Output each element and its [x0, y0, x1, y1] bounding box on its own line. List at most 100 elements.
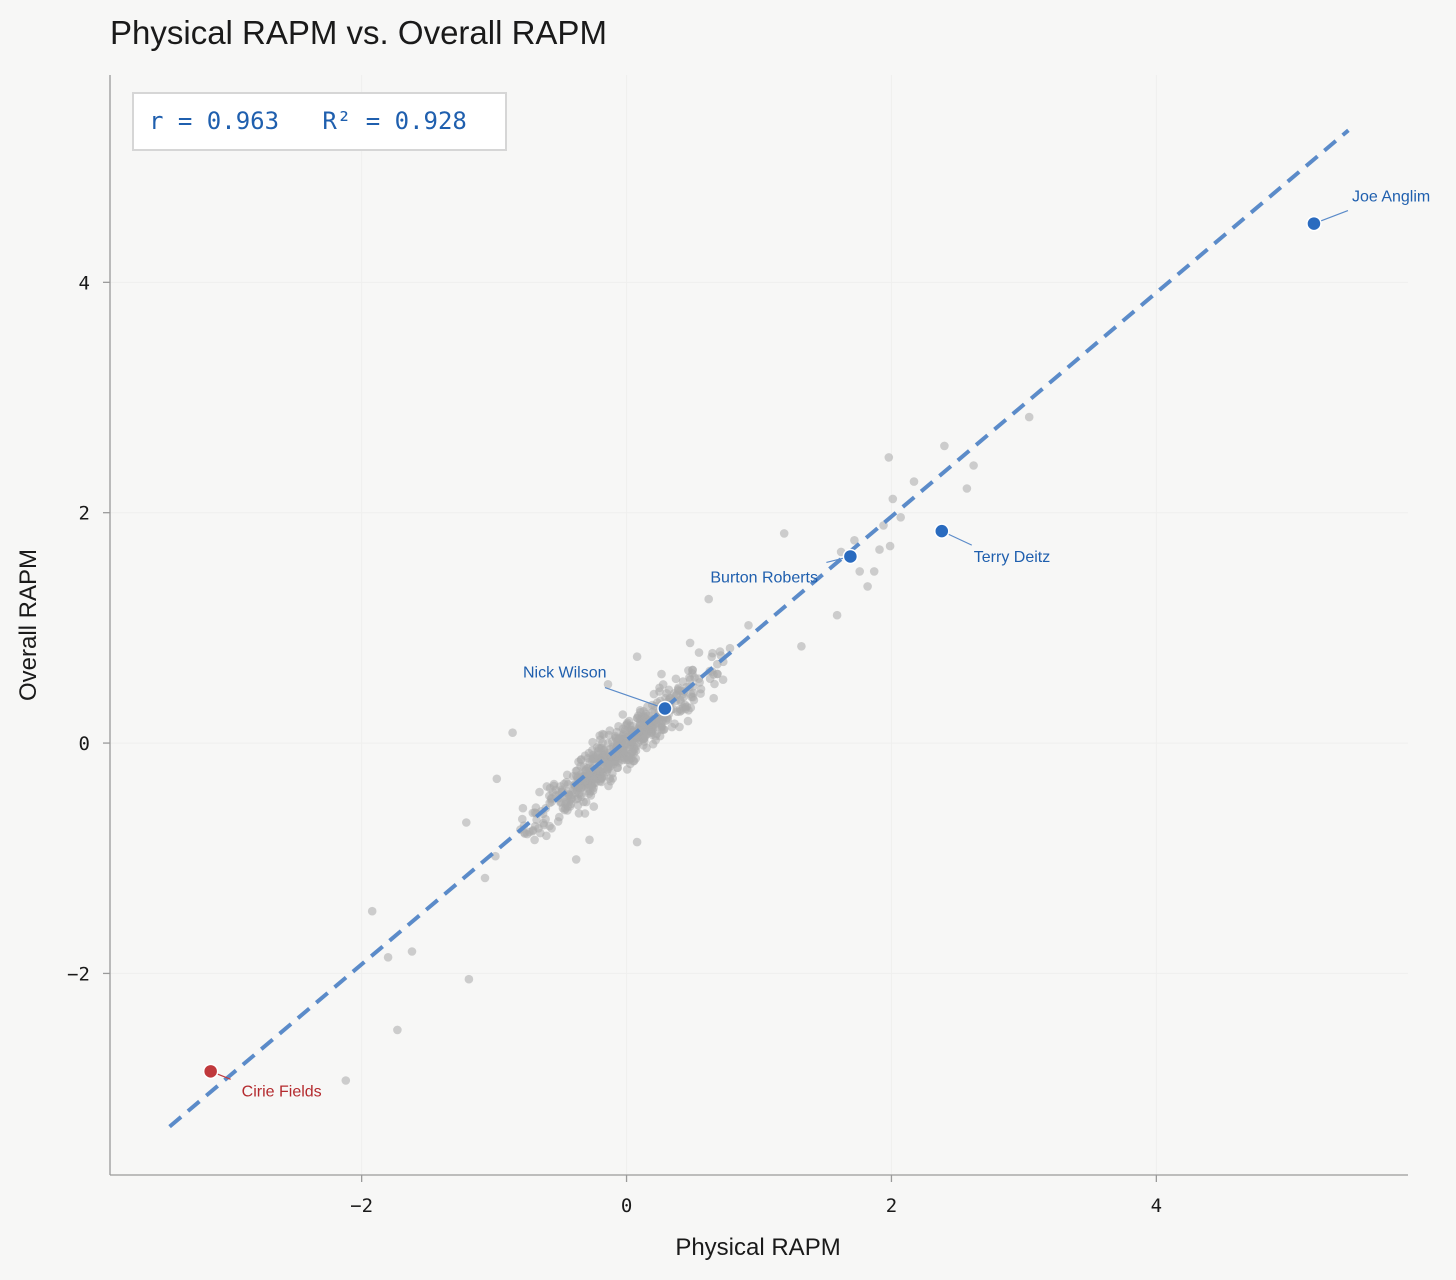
scatter-point [619, 749, 628, 758]
scatter-point [685, 638, 695, 648]
scatter-point [713, 659, 722, 669]
scatter-point [491, 851, 500, 861]
scatter-point [657, 669, 666, 679]
scatter-point [779, 529, 789, 538]
scatter-point [655, 731, 665, 741]
scatter-point [672, 707, 682, 716]
scatter-point [542, 782, 552, 791]
x-tick-label: 0 [621, 1195, 632, 1217]
scatter-point [588, 737, 597, 747]
scatter-point [553, 817, 563, 826]
scatter-point [709, 693, 718, 703]
scatter-point [480, 873, 490, 883]
scatter-point [580, 809, 590, 818]
scatter-point [646, 723, 656, 733]
grid [110, 75, 1408, 1175]
scatter-point [632, 837, 642, 847]
y-tick-label: 4 [79, 272, 90, 294]
scatter-point [685, 673, 694, 682]
highlight-points: Joe Anglim Terry Deitz Burton Roberts Nick … [202, 189, 1430, 1100]
scatter-point [528, 826, 537, 836]
scatter-point [581, 797, 591, 807]
scatter-point [896, 513, 905, 522]
highlight-point-nick-wilson [657, 700, 673, 717]
scatter-point [683, 716, 693, 726]
scatter-point [674, 686, 683, 695]
scatter-point [572, 766, 582, 775]
scatter-point [571, 855, 581, 864]
scatter-point [655, 687, 664, 696]
scatter-point [679, 692, 688, 702]
scatter-point [528, 808, 538, 818]
scatter-point [909, 477, 919, 486]
scatter-point [725, 643, 735, 653]
scatter-point [605, 774, 614, 783]
scatter-point [832, 610, 842, 620]
scatter-point [589, 802, 599, 811]
scatter-point [888, 494, 898, 504]
scatter-point [705, 674, 715, 683]
scatter-point [597, 773, 606, 782]
scatter-point [587, 780, 597, 790]
y-tick-label: −2 [67, 963, 90, 985]
stats-text: r = 0.963 R² = 0.928 [149, 107, 467, 135]
scatter-point [884, 453, 894, 462]
scatter-point [869, 567, 879, 576]
scatter-point [508, 728, 517, 737]
scatter-point [696, 684, 706, 694]
scatter-point [1024, 412, 1034, 422]
scatter-point [341, 1076, 351, 1085]
scatter-point [632, 652, 642, 661]
scatter-point [574, 789, 584, 798]
scatter-point [704, 594, 713, 604]
scatter-point [664, 685, 674, 695]
scatter-point [604, 730, 614, 740]
scatter-point [642, 729, 651, 739]
scatter-point [547, 824, 556, 833]
scatter-point [713, 669, 722, 679]
scatter-point [875, 545, 884, 554]
scatter-point [562, 770, 572, 780]
scatter-point [407, 947, 417, 956]
stats-box-frame [132, 92, 507, 151]
scatter-point [885, 541, 895, 551]
scatter-point [601, 750, 610, 759]
scatter-point [622, 765, 632, 774]
scatter-point [855, 567, 864, 576]
y-axis-label: Overall RAPM [15, 549, 42, 701]
annotation-label-joe-anglim: Joe Anglim [1352, 189, 1430, 206]
scatter-point [518, 803, 528, 813]
scatter-point [532, 815, 541, 825]
scatter-point [595, 731, 604, 740]
scatter-point [695, 678, 704, 687]
highlight-point-joe-anglim [1306, 215, 1322, 232]
scatter-point [675, 722, 684, 732]
scatter-point [686, 703, 696, 712]
scatter-point [566, 794, 576, 804]
scatter-point [592, 750, 601, 760]
scatter-point [464, 974, 474, 984]
scatter-point [969, 461, 978, 470]
scatter-point [940, 441, 949, 451]
scatter-point [606, 758, 615, 768]
scatter-point [542, 831, 551, 841]
highlight-point-cirie-fields [202, 1063, 219, 1080]
x-axis-label: Physical RAPM [675, 1234, 840, 1261]
scatter-point [549, 781, 559, 791]
annotation-label-cirie-fields: Cirie Fields [242, 1083, 322, 1100]
scatter-point [535, 787, 544, 797]
scatter-point [658, 680, 668, 689]
scatter-point [604, 781, 613, 791]
scatter-point [718, 675, 728, 684]
scatter-point [530, 835, 539, 845]
scatter-point [863, 582, 872, 591]
scatter-point [667, 722, 677, 732]
y-tick-label: 0 [79, 733, 90, 755]
scatter-point [614, 734, 624, 743]
scatter-point [621, 739, 630, 748]
scatter-point [574, 809, 584, 818]
chart-title: Physical RAPM vs. Overall RAPM [110, 14, 607, 51]
scatter-points [341, 412, 1034, 1085]
scatter-point [492, 774, 502, 784]
scatter-point [520, 829, 530, 838]
